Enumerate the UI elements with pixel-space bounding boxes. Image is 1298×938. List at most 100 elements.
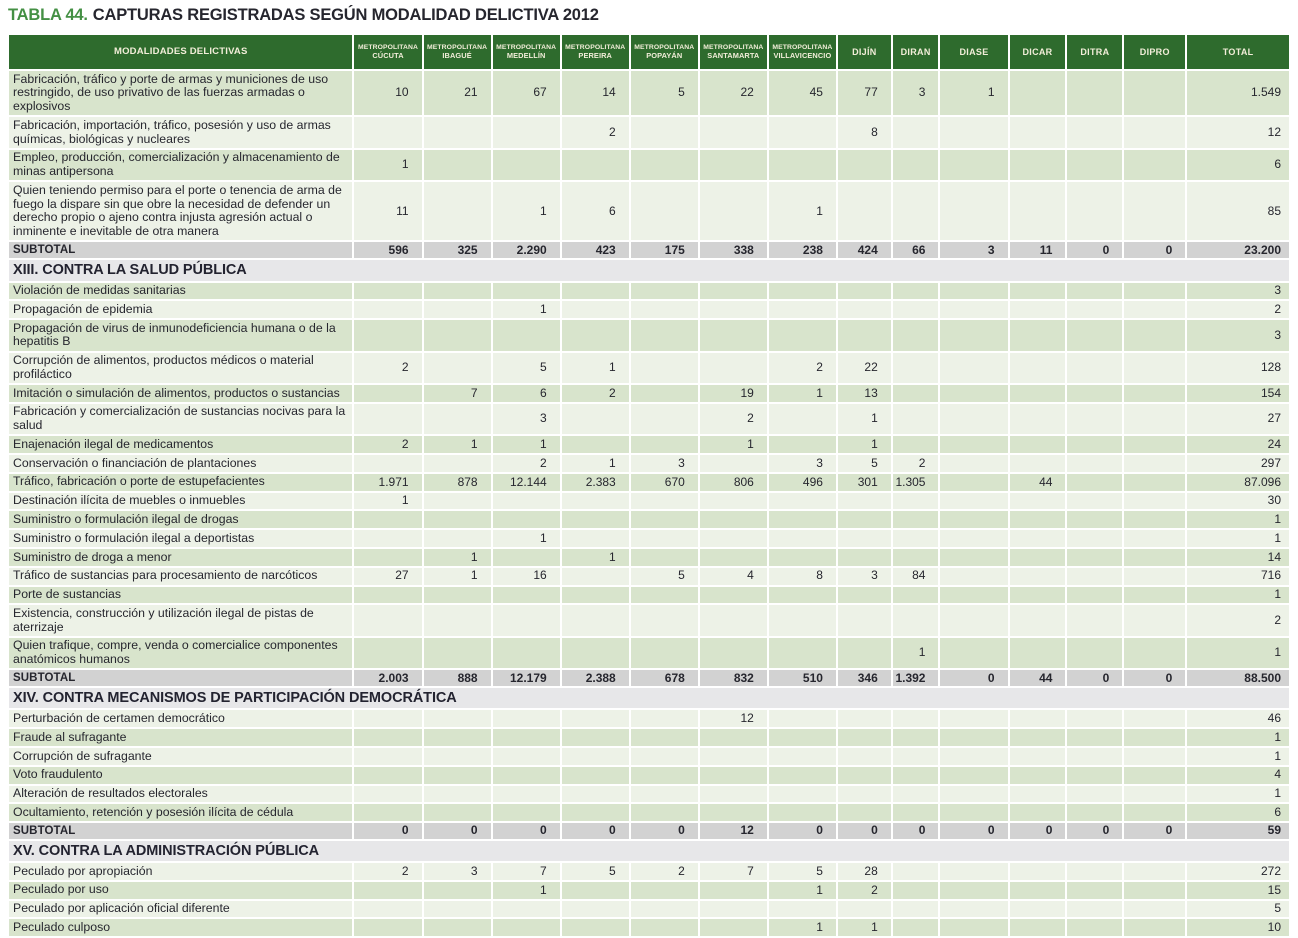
value-cell xyxy=(1067,919,1123,937)
value-cell xyxy=(892,282,939,300)
value-cell xyxy=(837,748,891,765)
section-title: XV. CONTRA LA ADMINISTRACIÓN PÚBLICA xyxy=(9,840,1289,862)
row-label: Perturbación de certamen democrático xyxy=(9,710,353,728)
value-cell: 2 xyxy=(561,117,629,148)
value-cell xyxy=(561,586,629,604)
value-cell xyxy=(1124,881,1186,899)
value-cell xyxy=(492,149,560,181)
value-cell xyxy=(492,511,560,529)
value-cell xyxy=(892,385,939,402)
value-cell xyxy=(1009,881,1066,899)
table-title-text: CAPTURAS REGISTRADAS SEGÚN MODALIDAD DEL… xyxy=(92,6,599,24)
value-cell xyxy=(423,710,491,728)
header-col-c-cuta: METROPOLITANA CÚCUTA xyxy=(354,35,422,69)
value-cell: 66 xyxy=(892,242,939,259)
value-cell xyxy=(940,403,1008,435)
value-cell xyxy=(423,352,491,384)
value-cell xyxy=(1124,605,1186,636)
value-cell xyxy=(940,567,1008,585)
value-cell xyxy=(1124,804,1186,822)
value-cell xyxy=(1009,71,1066,116)
table-row: Quien teniendo permiso para el porte o t… xyxy=(9,182,1289,241)
value-cell: 1 xyxy=(699,436,767,454)
value-cell xyxy=(354,804,422,822)
value-cell: 12 xyxy=(699,823,767,839)
value-cell xyxy=(768,511,836,529)
value-cell xyxy=(1124,567,1186,585)
value-cell xyxy=(561,530,629,548)
value-cell: 5 xyxy=(492,352,560,384)
value-cell xyxy=(1124,71,1186,116)
value-cell xyxy=(837,492,891,510)
value-cell xyxy=(768,436,836,454)
value-cell xyxy=(699,549,767,566)
value-cell xyxy=(892,729,939,747)
value-cell xyxy=(1067,473,1123,491)
table-row: Peculado por aplicación oficial diferent… xyxy=(9,900,1289,918)
value-cell: 424 xyxy=(837,242,891,259)
value-cell xyxy=(699,804,767,822)
value-cell xyxy=(699,320,767,351)
value-cell: 1 xyxy=(837,403,891,435)
value-cell xyxy=(699,282,767,300)
header-modalidades: MODALIDADES DELICTIVAS xyxy=(9,35,353,69)
table-row: Alteración de resultados electorales 1 xyxy=(9,785,1289,803)
row-label: SUBTOTAL xyxy=(9,242,353,259)
value-cell xyxy=(892,492,939,510)
value-cell xyxy=(699,900,767,918)
value-cell xyxy=(630,117,698,148)
value-cell xyxy=(768,403,836,435)
value-cell: 1.392 xyxy=(892,670,939,687)
value-cell xyxy=(423,117,491,148)
value-cell xyxy=(423,455,491,472)
value-cell xyxy=(940,729,1008,747)
value-cell: 1 xyxy=(423,567,491,585)
value-cell xyxy=(892,301,939,319)
total-cell: 24 xyxy=(1187,436,1289,454)
row-label: Destinación ilícita de muebles o inmuebl… xyxy=(9,492,353,510)
value-cell xyxy=(837,586,891,604)
total-cell: 1 xyxy=(1187,748,1289,765)
value-cell xyxy=(1009,436,1066,454)
value-cell xyxy=(630,385,698,402)
value-cell xyxy=(699,511,767,529)
value-cell xyxy=(354,117,422,148)
value-cell xyxy=(492,282,560,300)
value-cell xyxy=(892,900,939,918)
table-row: Destinación ilícita de muebles o inmuebl… xyxy=(9,492,1289,510)
header-col-dij-n: DIJÍN xyxy=(837,35,891,69)
value-cell: 0 xyxy=(1009,823,1066,839)
value-cell xyxy=(492,320,560,351)
total-cell: 2 xyxy=(1187,605,1289,636)
value-cell: 12.144 xyxy=(492,473,560,491)
value-cell xyxy=(492,492,560,510)
row-label: Conservación o financiación de plantacio… xyxy=(9,455,353,472)
value-cell xyxy=(940,710,1008,728)
value-cell xyxy=(423,586,491,604)
value-cell: 22 xyxy=(837,352,891,384)
row-label: Corrupción de alimentos, productos médic… xyxy=(9,352,353,384)
value-cell xyxy=(892,117,939,148)
value-cell xyxy=(699,352,767,384)
total-cell: 1 xyxy=(1187,511,1289,529)
value-cell: 67 xyxy=(492,71,560,116)
value-cell xyxy=(1124,900,1186,918)
value-cell xyxy=(699,637,767,669)
subtotal-row: SUBTOTAL 2.003 888 12.179 2.388 678 832 510 346 1… xyxy=(9,670,1289,687)
value-cell xyxy=(1067,766,1123,784)
total-cell: 272 xyxy=(1187,863,1289,880)
value-cell: 1.305 xyxy=(892,473,939,491)
value-cell xyxy=(1009,710,1066,728)
value-cell xyxy=(1067,282,1123,300)
value-cell: 0 xyxy=(940,823,1008,839)
value-cell xyxy=(1067,352,1123,384)
value-cell xyxy=(1067,492,1123,510)
value-cell xyxy=(940,863,1008,880)
value-cell xyxy=(768,804,836,822)
value-cell xyxy=(1067,320,1123,351)
value-cell xyxy=(1124,117,1186,148)
value-cell xyxy=(837,511,891,529)
value-cell: 4 xyxy=(699,567,767,585)
value-cell xyxy=(940,919,1008,937)
value-cell xyxy=(1009,117,1066,148)
